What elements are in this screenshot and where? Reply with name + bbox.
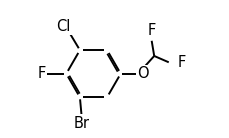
Text: F: F: [147, 23, 155, 38]
Text: F: F: [177, 55, 185, 70]
Text: Cl: Cl: [56, 19, 70, 34]
Text: F: F: [37, 66, 45, 81]
Text: O: O: [136, 66, 148, 81]
Text: Br: Br: [74, 116, 89, 131]
